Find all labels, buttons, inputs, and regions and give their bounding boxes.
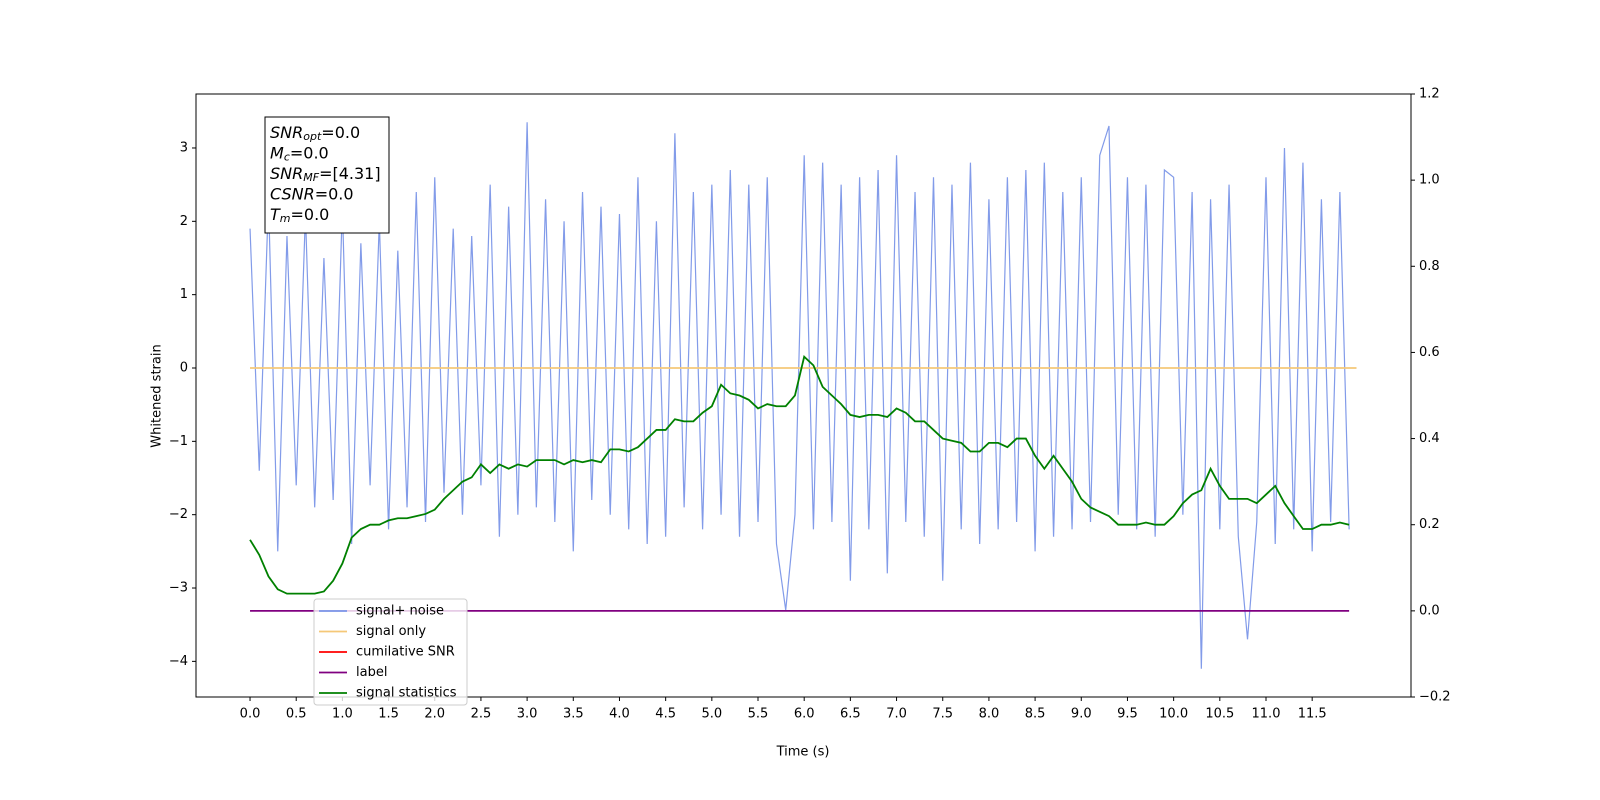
x-tick-label: 1.5 bbox=[378, 707, 399, 722]
stats-line: Mc=0.0 bbox=[270, 143, 329, 164]
stats-symbol: SNR bbox=[270, 164, 303, 183]
x-tick-label: 2.0 bbox=[424, 707, 445, 722]
x-tick-label: 10.0 bbox=[1159, 707, 1188, 722]
stats-box: SNRopt=0.0Mc=0.0SNRMF=[4.31]CSNR=0.0Tm=0… bbox=[264, 116, 390, 234]
y2-tick-label: 0.0 bbox=[1419, 603, 1440, 618]
stats-subscript: opt bbox=[303, 130, 322, 143]
x-tick-label: 0.0 bbox=[240, 707, 261, 722]
x-tick-label: 6.0 bbox=[794, 707, 815, 722]
legend: signal+ noise signal only cumilative SNR la… bbox=[313, 598, 468, 706]
y2-tick-label: 1.2 bbox=[1419, 87, 1440, 102]
x-axis-label: Time (s) bbox=[776, 745, 830, 760]
stats-symbol: SNR bbox=[270, 123, 303, 142]
x-tick-label: 10.5 bbox=[1205, 707, 1234, 722]
x-tick-label: 6.5 bbox=[840, 707, 861, 722]
x-tick-label: 11.0 bbox=[1252, 707, 1281, 722]
y-tick-label: −4 bbox=[169, 654, 188, 669]
stats-value: =[4.31] bbox=[319, 164, 381, 183]
y-tick-label: −1 bbox=[169, 434, 188, 449]
stats-symbol: T bbox=[270, 205, 281, 224]
legend-label: signal+ noise bbox=[356, 604, 444, 619]
series-line bbox=[249, 122, 1350, 669]
y2-tick-label: 0.8 bbox=[1419, 259, 1440, 274]
x-tick-label: 8.0 bbox=[979, 707, 1000, 722]
y2-tick-label: 1.0 bbox=[1419, 173, 1440, 188]
legend-label: signal statistics bbox=[356, 686, 457, 701]
stats-symbol: M bbox=[270, 143, 284, 162]
stats-symbol: CSNR bbox=[270, 184, 315, 203]
x-tick-label: 3.5 bbox=[563, 707, 584, 722]
y-tick-label: 3 bbox=[180, 140, 188, 155]
stats-line: CSNR=0.0 bbox=[270, 184, 354, 203]
stats-value: =0.0 bbox=[321, 123, 360, 142]
y-tick-label: 0 bbox=[180, 360, 188, 375]
legend-label: cumilative SNR bbox=[356, 645, 455, 660]
x-tick-label: 5.5 bbox=[748, 707, 769, 722]
x-tick-label: 11.5 bbox=[1298, 707, 1327, 722]
legend-label: signal only bbox=[356, 624, 426, 639]
x-tick-label: 9.5 bbox=[1117, 707, 1138, 722]
legend-label: label bbox=[356, 665, 387, 680]
series-line bbox=[249, 355, 1350, 595]
y-tick-label: −2 bbox=[169, 507, 188, 522]
legend-frame bbox=[313, 598, 468, 706]
y-tick-label: 2 bbox=[180, 214, 188, 229]
y-axis-label: Whitened strain bbox=[150, 344, 165, 447]
y2-tick-label: −0.2 bbox=[1419, 690, 1451, 705]
stats-subscript: c bbox=[284, 151, 290, 164]
stats-subscript: MF bbox=[303, 171, 319, 184]
stats-line: SNRopt=0.0 bbox=[270, 123, 360, 144]
x-tick-label: 8.5 bbox=[1025, 707, 1046, 722]
y2-tick-label: 0.6 bbox=[1419, 345, 1440, 360]
stats-line: Tm=0.0 bbox=[270, 205, 329, 226]
x-tick-label: 1.0 bbox=[332, 707, 353, 722]
x-tick-label: 7.0 bbox=[886, 707, 907, 722]
y2-tick-label: 0.4 bbox=[1419, 431, 1440, 446]
y-tick-label: 1 bbox=[180, 287, 188, 302]
x-tick-label: 9.0 bbox=[1071, 707, 1092, 722]
stats-box-frame bbox=[264, 116, 390, 234]
stats-subscript: m bbox=[280, 212, 291, 225]
plot-frame bbox=[195, 93, 1412, 698]
y-tick-label: −3 bbox=[169, 581, 188, 596]
x-tick-label: 0.5 bbox=[286, 707, 307, 722]
x-tick-label: 2.5 bbox=[471, 707, 492, 722]
stats-line: SNRMF=[4.31] bbox=[270, 164, 381, 185]
x-tick-label: 4.0 bbox=[609, 707, 630, 722]
stats-value: =0.0 bbox=[291, 205, 330, 224]
x-tick-label: 5.0 bbox=[701, 707, 722, 722]
x-tick-label: 3.0 bbox=[517, 707, 538, 722]
stats-value: =0.0 bbox=[290, 143, 329, 162]
stats-value: =0.0 bbox=[315, 184, 354, 203]
x-tick-label: 7.5 bbox=[932, 707, 953, 722]
y2-tick-label: 0.2 bbox=[1419, 517, 1440, 532]
x-tick-label: 4.5 bbox=[655, 707, 676, 722]
